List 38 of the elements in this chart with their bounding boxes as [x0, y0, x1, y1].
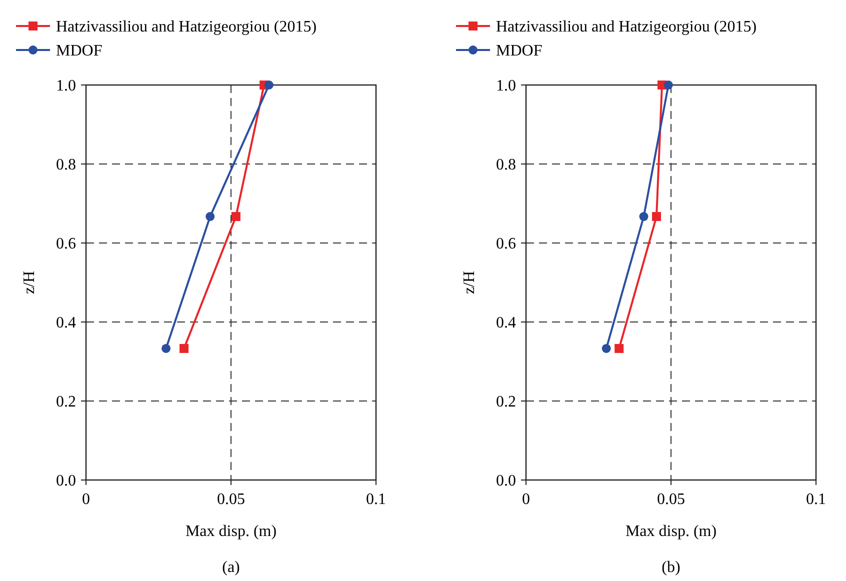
- y-axis-title: z/H: [21, 270, 38, 294]
- legend-label: Hatzivassiliou and Hatzigeorgiou (2015): [56, 18, 317, 36]
- point: [614, 344, 624, 353]
- point: [231, 212, 240, 222]
- point: [652, 212, 661, 222]
- y-tick-label: 0.0: [56, 472, 76, 490]
- y-tick-label: 1.0: [56, 78, 76, 95]
- y-tick-label: 1.0: [496, 78, 516, 95]
- y-tick-label: 0.8: [56, 156, 76, 174]
- legend-label: MDOF: [496, 42, 542, 60]
- y-tick-label: 0.2: [496, 394, 516, 411]
- x-tick-label: 0: [522, 491, 530, 508]
- x-tick-label: 0.1: [366, 491, 386, 508]
- x-tick-label: 0.05: [657, 491, 685, 508]
- x-tick-label: 0.1: [806, 491, 826, 508]
- x-tick-label: 0: [82, 491, 90, 508]
- legend-label: MDOF: [56, 42, 102, 60]
- y-tick-label: 0.8: [496, 156, 516, 174]
- y-tick-label: 0.4: [496, 314, 516, 332]
- legend-label: Hatzivassiliou and Hatzigeorgiou (2015): [496, 18, 757, 36]
- point: [180, 344, 189, 353]
- y-tick-label: 0.2: [56, 394, 76, 411]
- point: [602, 344, 611, 353]
- text: (a): [222, 559, 240, 576]
- x-tick-label: 0.05: [217, 491, 245, 508]
- x-axis-title: Max disp. (m): [185, 523, 277, 540]
- y-tick-label: 0.4: [56, 314, 76, 332]
- y-tick-label: 0.6: [56, 236, 76, 253]
- y-axis-title: z/H: [461, 270, 478, 294]
- point: [162, 344, 171, 353]
- point: [639, 212, 648, 222]
- text: (b): [662, 559, 680, 576]
- point: [264, 80, 274, 90]
- x-axis-title: Max disp. (m): [625, 523, 717, 540]
- y-tick-label: 0.6: [496, 236, 516, 253]
- point: [664, 80, 673, 90]
- y-tick-label: 0.0: [496, 472, 516, 490]
- point: [206, 212, 215, 222]
